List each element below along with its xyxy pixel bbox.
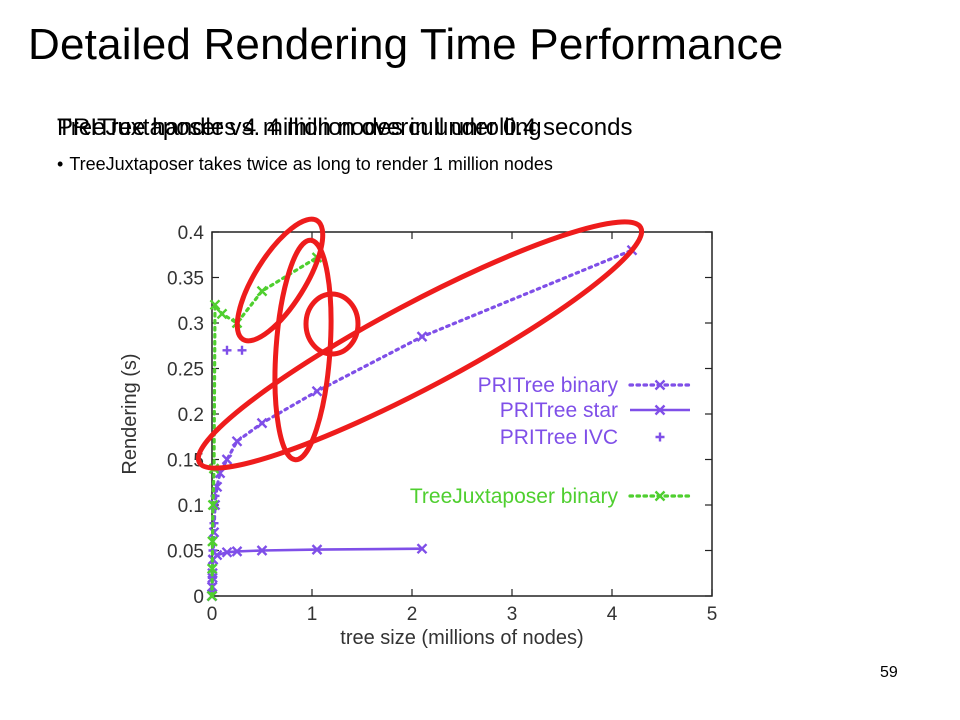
legend-label-pritree-binary: PRITree binary — [478, 374, 619, 397]
x-tick-label: 3 — [507, 604, 518, 625]
legend-label-treejuxtaposer-binary: TreeJuxtaposer binary — [410, 485, 619, 508]
y-tick-label: 0 — [193, 587, 204, 608]
highlight-layer — [195, 216, 645, 471]
subtitle-line-2: TreeJuxtaposer vs. 4 million overcull un… — [57, 114, 542, 141]
subtitle-line-1: PRITree handles 4 million nodes in under… — [57, 114, 633, 141]
highlight-ellipse — [303, 291, 361, 357]
data-point-pritree-star — [231, 546, 243, 557]
x-tick-label: 5 — [707, 604, 718, 625]
data-point-pritree-binary — [416, 331, 428, 342]
y-tick-label: 0.4 — [178, 223, 205, 244]
series-line-treejuxtaposer-binary — [210, 255, 319, 598]
data-point-pritree-binary — [256, 417, 268, 429]
slide-title: Detailed Rendering Time Performance — [28, 20, 784, 69]
y-tick-label: 0.05 — [167, 542, 204, 563]
slide-number: 59 — [880, 664, 898, 681]
series-treejuxtaposer-binary — [206, 252, 323, 602]
data-point-treejuxtaposer-binary — [206, 590, 218, 602]
x-tick-label: 0 — [207, 604, 218, 625]
data-point-treejuxtaposer-binary — [209, 299, 221, 311]
y-tick-label: 0.3 — [178, 314, 204, 335]
y-axis-label: Rendering (s) — [119, 353, 141, 474]
data-point-pritree-binary — [231, 435, 243, 447]
highlight-ellipse — [234, 216, 326, 344]
data-point-treejuxtaposer-binary — [216, 308, 228, 320]
y-tick-label: 0.1 — [178, 496, 204, 517]
data-point-pritree-star — [416, 543, 428, 555]
legend-marker-treejuxtaposer-binary — [654, 490, 666, 502]
legend-label-pritree-star: PRITree star — [500, 399, 618, 422]
data-point-pritree-binary — [311, 385, 323, 397]
x-tick-label: 1 — [307, 604, 318, 625]
highlight-ellipse — [195, 219, 645, 471]
data-point-pritree-ivc — [222, 345, 232, 355]
data-point-pritree-ivc — [237, 345, 247, 355]
data-point-treejuxtaposer-binary — [256, 285, 268, 297]
y-tick-label: 0.25 — [167, 360, 204, 381]
series-line-pritree-star — [210, 547, 423, 597]
data-point-pritree-star — [256, 545, 268, 556]
data-point-pritree-star — [311, 544, 323, 555]
bullet-text: TreeJuxtaposer takes twice as long to re… — [69, 154, 553, 174]
bullet-dot-icon: • — [57, 154, 64, 174]
x-tick-label: 2 — [407, 604, 418, 625]
data-point-treejuxtaposer-binary — [206, 563, 218, 575]
y-tick-label: 0.15 — [167, 451, 204, 472]
data-point-treejuxtaposer-binary — [207, 536, 218, 547]
legend-marker-pritree-star — [654, 404, 666, 416]
rendering-time-chart: 0 1 2 3 4 5 0 0.05 0.1 0.15 0.2 0.25 0.3 0.35 0.4 tree … — [119, 216, 717, 649]
data-point-treejuxtaposer-binary — [207, 499, 219, 511]
series-layer — [206, 244, 638, 602]
x-tick-label: 4 — [607, 604, 618, 625]
bullet-item: • TreeJuxtaposer takes twice as long to r… — [57, 154, 553, 175]
x-axis-label: tree size (millions of nodes) — [340, 627, 583, 649]
y-tick-label: 0.35 — [167, 269, 204, 290]
axes: 0 1 2 3 4 5 0 0.05 0.1 0.15 0.2 0.25 0.3 0.35 0.4 tree … — [119, 223, 717, 649]
legend-marker-pritree-ivc — [655, 432, 665, 442]
y-tick-label: 0.2 — [178, 405, 204, 426]
legend-marker-pritree-binary — [654, 379, 666, 391]
data-point-pritree-binary — [221, 454, 233, 465]
data-point-pritree-star — [221, 546, 233, 558]
legend-label-pritree-ivc: PRITree IVC — [500, 426, 618, 449]
series-pritree-star — [206, 543, 428, 602]
